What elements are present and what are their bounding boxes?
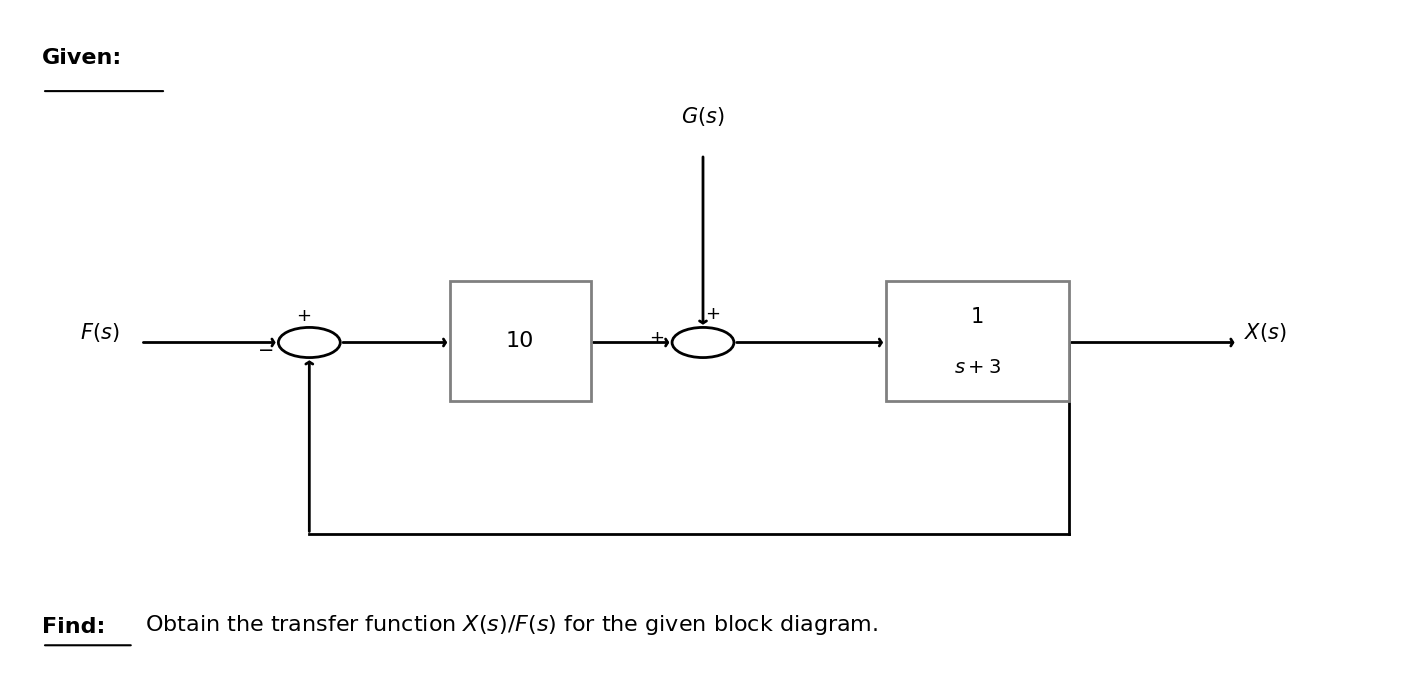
Text: $G(s)$: $G(s)$ [682, 105, 724, 128]
Text: +: + [650, 329, 664, 347]
Text: +: + [704, 305, 720, 323]
Text: −: − [257, 340, 274, 360]
FancyBboxPatch shape [450, 281, 591, 401]
Text: $F(s)$: $F(s)$ [80, 321, 120, 344]
Text: Obtain the transfer function $X(s)/F(s)$ for the given block diagram.: Obtain the transfer function $X(s)/F(s)$… [138, 613, 879, 637]
FancyBboxPatch shape [886, 281, 1069, 401]
Text: $s+3$: $s+3$ [953, 358, 1001, 377]
Text: 1: 1 [970, 307, 984, 327]
Text: Given:: Given: [42, 48, 122, 68]
Text: $X(s)$: $X(s)$ [1244, 321, 1286, 344]
Text: +: + [295, 307, 311, 325]
Text: 10: 10 [506, 331, 534, 351]
Text: Find:: Find: [42, 617, 105, 637]
